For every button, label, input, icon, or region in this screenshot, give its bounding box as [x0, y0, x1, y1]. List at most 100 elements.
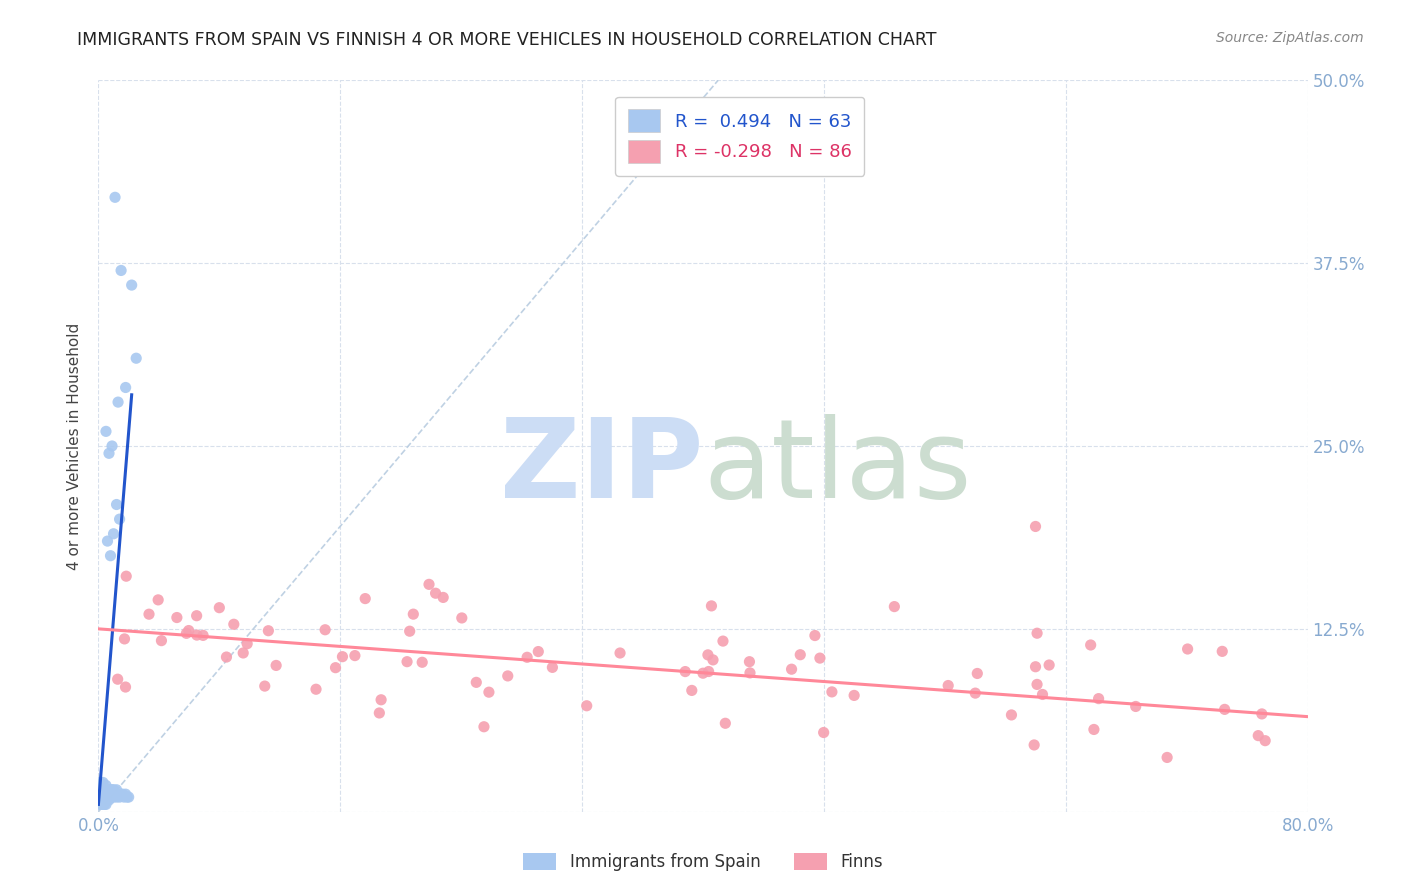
- Point: [789, 648, 811, 662]
- Point: [94, 797, 117, 812]
- Point: [91, 775, 114, 789]
- Point: [94, 425, 117, 439]
- Text: Source: ZipAtlas.com: Source: ZipAtlas.com: [1216, 31, 1364, 45]
- Point: [1024, 738, 1046, 752]
- Point: [1177, 642, 1199, 657]
- Point: [396, 655, 419, 669]
- Point: [208, 600, 231, 615]
- Point: [114, 787, 136, 801]
- Point: [1026, 626, 1049, 640]
- Point: [541, 660, 564, 674]
- Point: [96, 534, 118, 549]
- Legend: Immigrants from Spain, Finns: Immigrants from Spain, Finns: [516, 847, 890, 878]
- Point: [176, 626, 198, 640]
- Point: [93, 797, 115, 812]
- Point: [700, 599, 723, 613]
- Point: [575, 698, 598, 713]
- Point: [714, 716, 737, 731]
- Point: [711, 634, 734, 648]
- Point: [114, 380, 136, 394]
- Point: [91, 782, 114, 797]
- Point: [93, 793, 115, 807]
- Point: [370, 693, 392, 707]
- Point: [146, 592, 169, 607]
- Point: [98, 793, 121, 807]
- Point: [804, 628, 827, 642]
- Point: [673, 665, 696, 679]
- Point: [516, 650, 538, 665]
- Point: [90, 793, 112, 807]
- Point: [98, 446, 121, 460]
- Point: [844, 689, 866, 703]
- Point: [1250, 706, 1272, 721]
- Point: [94, 778, 117, 792]
- Point: [94, 787, 117, 801]
- Point: [121, 278, 143, 293]
- Point: [354, 591, 377, 606]
- Point: [1031, 688, 1053, 702]
- Point: [108, 790, 131, 805]
- Point: [450, 611, 472, 625]
- Point: [398, 624, 420, 639]
- Point: [697, 665, 720, 679]
- Point: [96, 793, 118, 807]
- Point: [186, 628, 208, 642]
- Point: [1024, 519, 1046, 533]
- Legend: R =  0.494   N = 63, R = -0.298   N = 86: R = 0.494 N = 63, R = -0.298 N = 86: [616, 96, 865, 176]
- Point: [90, 782, 112, 797]
- Point: [609, 646, 631, 660]
- Point: [100, 782, 122, 797]
- Point: [107, 787, 129, 801]
- Point: [93, 790, 115, 805]
- Point: [472, 720, 495, 734]
- Point: [1087, 691, 1109, 706]
- Point: [222, 617, 245, 632]
- Point: [1026, 677, 1049, 691]
- Point: [425, 586, 447, 600]
- Text: IMMIGRANTS FROM SPAIN VS FINNISH 4 OR MORE VEHICLES IN HOUSEHOLD CORRELATION CHA: IMMIGRANTS FROM SPAIN VS FINNISH 4 OR MO…: [77, 31, 936, 49]
- Point: [257, 624, 280, 638]
- Point: [177, 624, 200, 638]
- Point: [702, 653, 724, 667]
- Point: [1125, 699, 1147, 714]
- Point: [115, 790, 138, 805]
- Point: [108, 512, 131, 526]
- Point: [89, 787, 111, 801]
- Point: [96, 790, 118, 805]
- Point: [103, 782, 125, 797]
- Point: [808, 651, 831, 665]
- Point: [94, 793, 117, 807]
- Point: [125, 351, 148, 366]
- Point: [98, 790, 121, 805]
- Point: [1083, 723, 1105, 737]
- Point: [96, 782, 118, 797]
- Point: [91, 793, 114, 807]
- Point: [100, 790, 122, 805]
- Point: [681, 683, 703, 698]
- Point: [411, 655, 433, 669]
- Y-axis label: 4 or more Vehicles in Household: 4 or more Vehicles in Household: [67, 322, 83, 570]
- Point: [1000, 708, 1022, 723]
- Point: [114, 632, 136, 646]
- Point: [107, 672, 129, 686]
- Point: [114, 680, 136, 694]
- Point: [111, 787, 134, 801]
- Point: [215, 650, 238, 665]
- Point: [1213, 702, 1236, 716]
- Point: [89, 790, 111, 805]
- Point: [89, 797, 111, 812]
- Point: [105, 498, 128, 512]
- Point: [738, 655, 761, 669]
- Point: [432, 591, 454, 605]
- Point: [105, 782, 128, 797]
- Point: [738, 665, 761, 680]
- Point: [118, 790, 141, 805]
- Point: [965, 686, 987, 700]
- Point: [253, 679, 276, 693]
- Point: [107, 395, 129, 409]
- Point: [93, 782, 115, 797]
- Point: [780, 662, 803, 676]
- Point: [89, 793, 111, 807]
- Point: [90, 797, 112, 812]
- Point: [191, 628, 214, 642]
